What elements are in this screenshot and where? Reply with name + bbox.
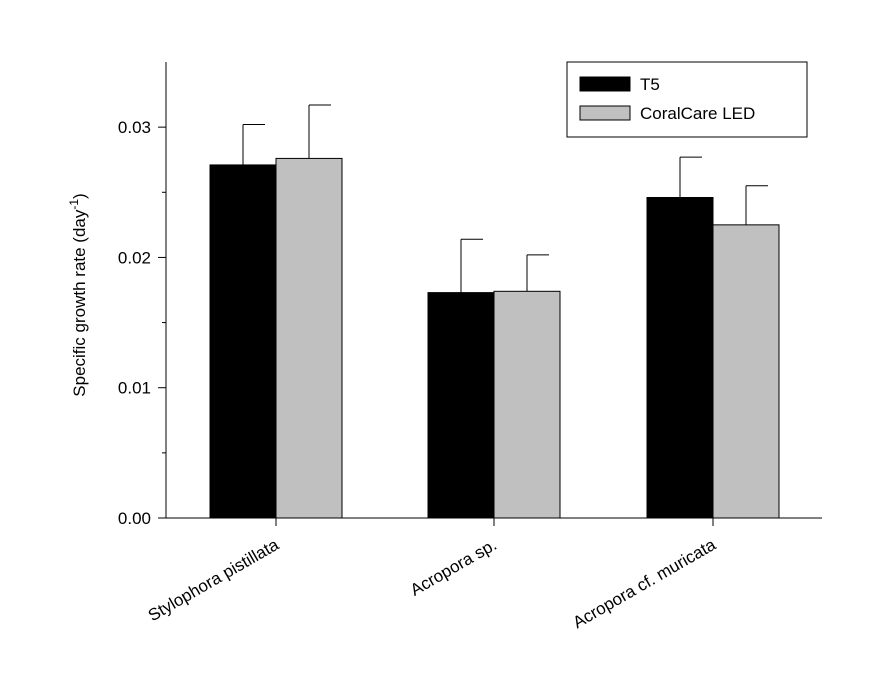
legend: T5 CoralCare LED	[566, 61, 808, 138]
bar-coralcare-led-0	[275, 157, 343, 519]
y-tick-label-0: 0.00	[118, 509, 151, 528]
y-axis-title-superscript: -1	[67, 199, 81, 210]
bar-t5-2	[646, 196, 714, 519]
y-axis-title-main: Specific growth rate (day	[70, 209, 89, 397]
x-tick-label-2: Acropora cf. muricata	[570, 535, 720, 633]
legend-frame	[566, 61, 808, 138]
bar-t5-0	[209, 164, 277, 519]
plot-area: 0.00 0.01 0.02 0.03 Stylophora pistillata Acr…	[118, 62, 822, 632]
bar-coralcare-led-2	[712, 224, 780, 519]
y-tick-label-3: 0.03	[118, 118, 151, 137]
y-tick-label-1: 0.01	[118, 379, 151, 398]
y-axis-title-suffix: )	[70, 193, 89, 199]
legend-label-coralcare-led: CoralCare LED	[640, 104, 755, 123]
bar-t5-1	[427, 292, 495, 519]
legend-swatch-t5	[579, 76, 631, 92]
legend-label-t5: T5	[640, 75, 660, 94]
x-tick-label-1: Acropora sp.	[407, 535, 500, 600]
bar-coralcare-led-1	[493, 290, 561, 519]
y-tick-label-2: 0.02	[118, 248, 151, 267]
legend-swatch-coralcare-led	[579, 105, 631, 121]
y-axis-title: Specific growth rate (day-1)	[67, 193, 89, 396]
x-tick-label-0: Stylophora pistillata	[145, 535, 283, 625]
